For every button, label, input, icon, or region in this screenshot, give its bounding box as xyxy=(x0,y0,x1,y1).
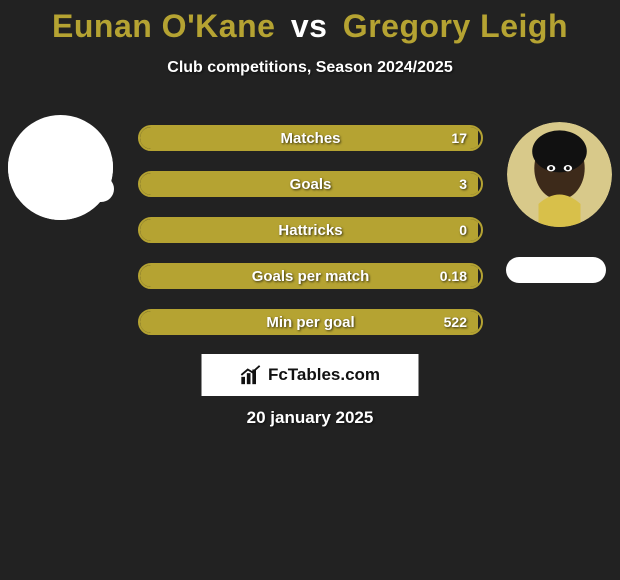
player1-name-pill xyxy=(14,176,114,202)
player1-avatar xyxy=(8,115,113,220)
player2-name: Gregory Leigh xyxy=(343,8,568,44)
vs-text: vs xyxy=(291,8,328,44)
date-text: 20 january 2025 xyxy=(0,408,620,428)
brand-text: FcTables.com xyxy=(268,365,380,385)
stat-bar: Matches17 xyxy=(138,125,483,151)
stat-bar-fill xyxy=(140,265,478,287)
brand-badge: FcTables.com xyxy=(202,354,419,396)
stat-bar-fill xyxy=(140,219,478,241)
player2-avatar-icon xyxy=(507,122,612,227)
stat-bar: Min per goal522 xyxy=(138,309,483,335)
stat-bar-fill xyxy=(140,173,478,195)
stat-bar-fill xyxy=(140,311,478,333)
stat-bar-fill xyxy=(140,127,478,149)
stat-bar: Goals3 xyxy=(138,171,483,197)
brand-chart-icon xyxy=(240,364,262,386)
player2-name-pill xyxy=(506,257,606,283)
stat-bar: Hattricks0 xyxy=(138,217,483,243)
stat-bar: Goals per match0.18 xyxy=(138,263,483,289)
comparison-title: Eunan O'Kane vs Gregory Leigh xyxy=(0,0,620,45)
player2-avatar xyxy=(507,122,612,227)
player1-name: Eunan O'Kane xyxy=(52,8,275,44)
stat-bars: Matches17 Goals3 Hattricks0 Goals per match… xyxy=(138,125,483,355)
subtitle: Club competitions, Season 2024/2025 xyxy=(0,59,620,77)
